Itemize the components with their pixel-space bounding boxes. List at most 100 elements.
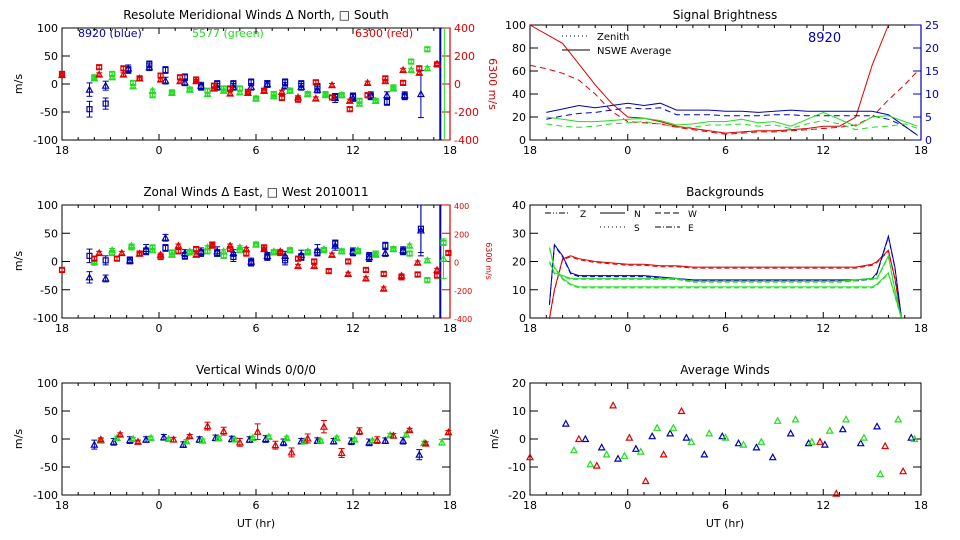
average-point-blue	[752, 443, 761, 451]
average-point-blue	[786, 429, 795, 437]
average-point-green	[739, 440, 748, 448]
legend-nswe-label: NSWE Average	[597, 46, 671, 57]
vertical-point-red	[355, 426, 364, 435]
brightness-xtick-label: 12	[816, 144, 830, 157]
average-point-blue	[561, 419, 570, 427]
average-winds-panel: Average Winds m/s UT (hr) 18 0 6 12 18 20 10 0 -…	[488, 363, 928, 530]
meridional-point-green	[109, 70, 116, 78]
average-point-green	[825, 426, 834, 434]
brightness-series-line-blue	[546, 107, 918, 136]
zonal-xtick-label: 6	[253, 322, 260, 335]
meridional-point-green	[108, 73, 117, 81]
meridional-point-red	[294, 96, 302, 103]
zonal-ytick-label: 50	[44, 227, 58, 240]
vertical-point-blue	[415, 450, 424, 458]
zonal-point-red	[243, 250, 250, 257]
zonal-point-red	[344, 269, 353, 278]
meridional-point-blue	[146, 61, 153, 68]
backgrounds-series-line-alt-green	[549, 248, 902, 320]
zonal-ytick-label: 100	[37, 199, 58, 212]
vertical-winds-panel: Vertical Winds 0/0/0 m/s UT (hr) 18 0 6 12 1…	[12, 363, 457, 530]
vertical-point-red	[169, 435, 178, 443]
brightness-series-line-red	[529, 24, 889, 134]
vertical-point-green	[368, 436, 377, 444]
meridional-point-green	[130, 79, 137, 86]
average-xtick-label: 0	[624, 499, 631, 512]
meridional-point-blue	[416, 89, 425, 98]
meridional-point-red	[226, 89, 235, 97]
meridional-point-red	[176, 74, 184, 81]
vertical-point-green	[437, 438, 446, 446]
meridional-point-blue	[348, 93, 358, 102]
zonal-point-red	[310, 261, 319, 270]
signal-brightness-panel: Signal Brightness 8920 Zenith NSWE Avera…	[505, 8, 939, 157]
zonal-point-red	[433, 272, 441, 279]
meridional-point-red	[327, 80, 336, 89]
average-xtick-label: 6	[722, 499, 729, 512]
meridional-point-red	[156, 75, 165, 83]
meridional-point-green	[286, 87, 294, 94]
vertical-point-green	[316, 436, 325, 444]
meridional-point-blue	[230, 80, 237, 88]
meridional-point-blue	[197, 83, 205, 90]
backgrounds-series-line-alt-red	[549, 250, 902, 320]
meridional-point-red	[119, 70, 128, 78]
brightness-series-line-green	[546, 111, 918, 127]
average-ytick-label: 0	[519, 433, 526, 446]
meridional-point-blue	[162, 66, 169, 74]
meridional-point-blue	[247, 82, 256, 90]
vertical-point-red	[116, 430, 125, 438]
zonal-ytick-label: 0	[51, 256, 58, 269]
backgrounds-ytick-label: 0	[519, 312, 526, 325]
zonal-point-red	[380, 270, 387, 278]
meridional-point-red	[244, 88, 252, 95]
backgrounds-series-line-green	[549, 254, 902, 319]
zonal-point-red	[113, 255, 121, 262]
zonal-point-red	[445, 249, 452, 257]
meridional-point-red	[277, 87, 286, 95]
backgrounds-ytick-label: 10	[512, 284, 526, 297]
zonal-point-blue	[366, 253, 373, 261]
zonal-point-blue	[282, 257, 289, 264]
zonal-point-red	[136, 250, 143, 257]
vertical-point-blue	[399, 436, 408, 444]
brightness-y2tick-label: 10	[925, 88, 939, 101]
meridional-point-green	[204, 87, 211, 94]
zonal-title: Zonal Winds Δ East, □ West 2010011	[143, 185, 368, 199]
zonal-point-red	[192, 250, 201, 258]
zonal-ytick-label: -50	[40, 284, 58, 297]
meridional-point-blue	[86, 106, 93, 113]
meridional-point-green	[186, 86, 193, 93]
meridional-title: Resolute Meridional Winds Δ North, □ Sou…	[123, 8, 389, 22]
vertical-point-red	[337, 448, 346, 457]
average-xtick-label: 18	[523, 499, 537, 512]
vertical-ytick-label: 100	[37, 377, 58, 390]
meridional-point-red	[278, 94, 285, 102]
meridional-point-red	[399, 65, 408, 74]
average-point-green	[807, 437, 816, 445]
meridional-point-blue	[401, 93, 408, 100]
meridional-point-green	[90, 74, 99, 82]
brightness-y2tick-label: 20	[925, 42, 939, 55]
meridional-point-green	[149, 92, 156, 99]
meridional-xtick-label: 6	[253, 144, 260, 157]
average-point-blue	[856, 438, 865, 447]
vertical-point-red	[185, 431, 194, 440]
zonal-point-blue	[126, 257, 134, 264]
average-point-red	[881, 441, 890, 450]
average-point-red	[641, 476, 650, 485]
average-point-blue	[734, 438, 743, 447]
brightness-ytick-label: 100	[505, 19, 526, 32]
brightness-xtick-label: 18	[914, 144, 928, 157]
average-point-green	[721, 433, 730, 441]
meridional-point-red	[363, 78, 372, 86]
average-point-red	[899, 466, 908, 475]
meridional-point-blue	[102, 100, 109, 107]
brightness-ytick-label: 40	[512, 88, 526, 101]
zonal-point-blue	[400, 248, 407, 255]
meridional-point-blue	[282, 79, 289, 86]
meridional-point-red	[382, 75, 389, 82]
vertical-xtick-label: 12	[346, 499, 360, 512]
zonal-point-green	[128, 244, 135, 251]
